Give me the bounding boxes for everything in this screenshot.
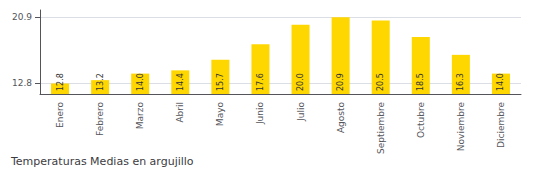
svg-text:Junio: Junio [255,102,265,126]
svg-text:Enero: Enero [55,102,65,128]
svg-text:Diciembre: Diciembre [496,102,506,148]
svg-text:Julio: Julio [296,102,306,122]
svg-text:Mayo: Mayo [215,102,225,127]
svg-text:20.9: 20.9 [12,12,32,22]
svg-text:12.8: 12.8 [12,78,32,88]
svg-text:14.0: 14.0 [496,73,505,91]
svg-text:Octubre: Octubre [416,102,426,138]
svg-text:Abril: Abril [175,102,185,123]
svg-text:13.2: 13.2 [96,73,105,91]
svg-text:Temperaturas Medias en argujil: Temperaturas Medias en argujillo [10,155,194,168]
svg-text:Febrero: Febrero [95,102,105,136]
svg-text:16.3: 16.3 [456,73,465,91]
svg-text:20.0: 20.0 [296,73,305,91]
svg-text:18.5: 18.5 [416,73,425,91]
svg-text:Noviembre: Noviembre [456,102,466,152]
svg-text:17.6: 17.6 [256,73,265,91]
svg-text:Septiembre: Septiembre [376,102,386,155]
svg-text:Agosto: Agosto [336,102,346,134]
svg-text:14.4: 14.4 [176,73,185,91]
svg-text:20.9: 20.9 [336,73,345,91]
svg-text:Marzo: Marzo [135,102,145,130]
svg-text:20.5: 20.5 [376,73,385,91]
svg-text:15.7: 15.7 [216,73,225,91]
svg-text:14.0: 14.0 [136,73,145,91]
svg-text:12.8: 12.8 [56,73,65,91]
